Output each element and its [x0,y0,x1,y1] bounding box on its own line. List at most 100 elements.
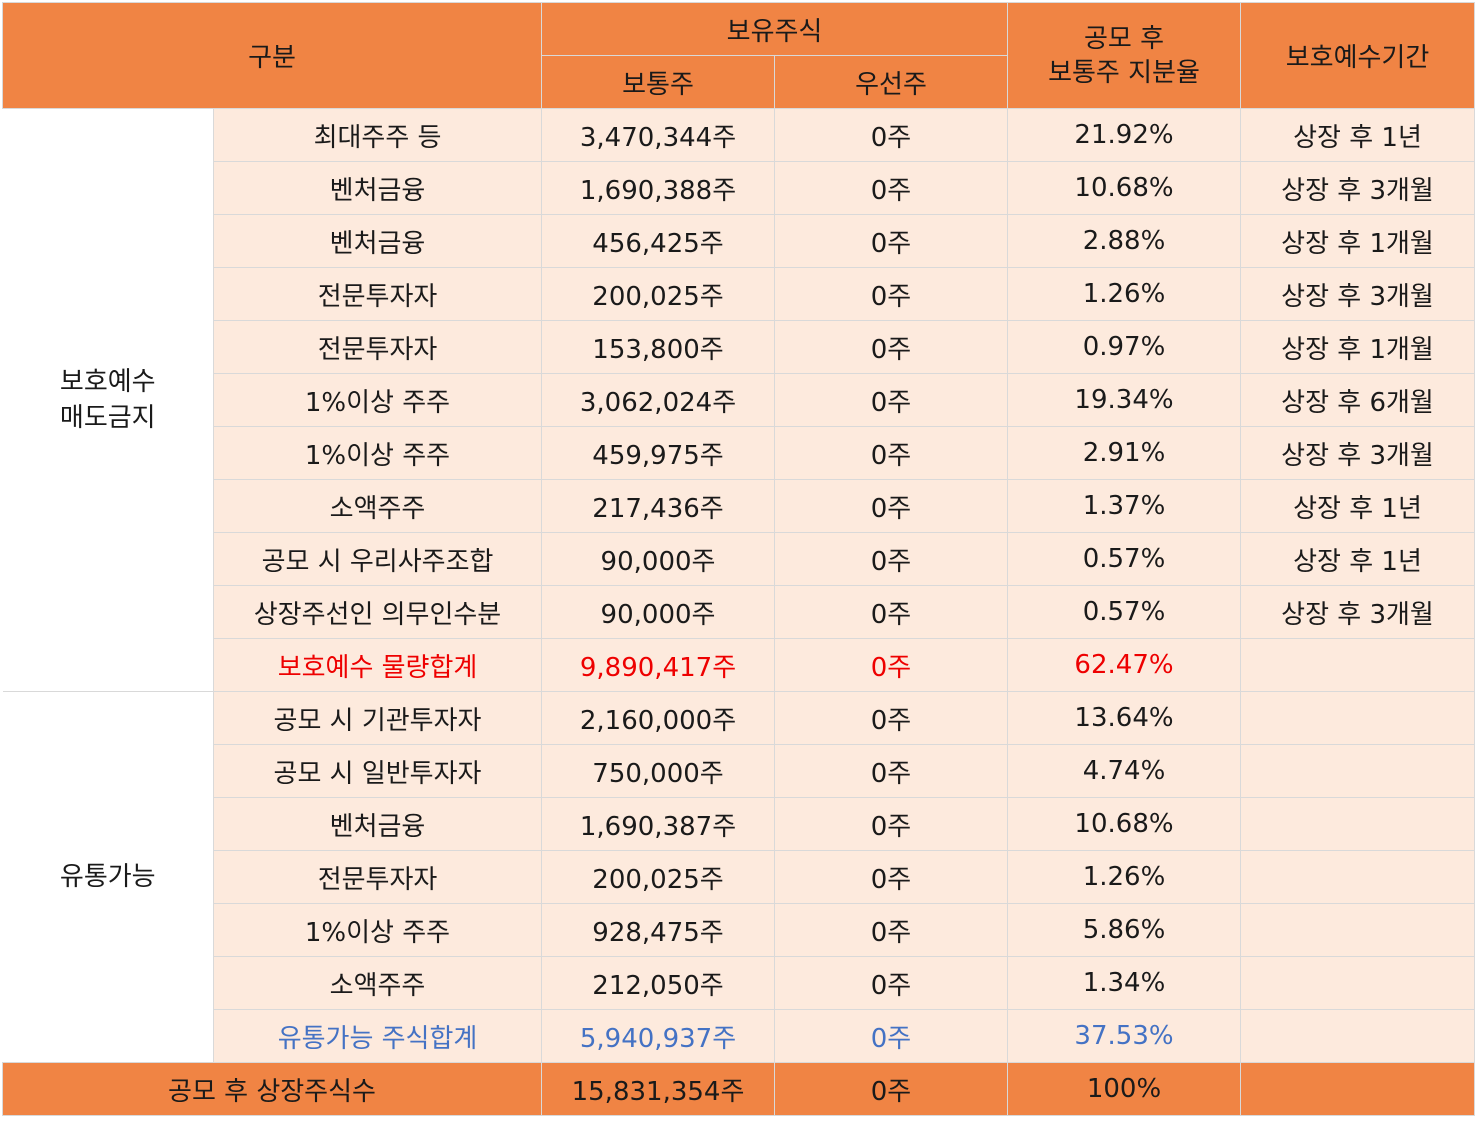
holder-name: 벤처금융 [213,797,542,851]
preferred-shares: 0주 [774,479,1008,533]
common-shares: 153,800주 [541,320,775,374]
preferred-shares: 0주 [774,850,1008,904]
table-row: 상장주선인 의무인수분 90,000주 0주 0.57% 상장 후 3개월 [3,585,1475,639]
lockup-period [1240,903,1475,957]
table-row: 소액주주 212,050주 0주 1.34% [3,956,1475,1010]
share-ratio: 0.97% [1007,320,1241,374]
common-shares: 200,025주 [541,850,775,904]
common-shares: 3,062,024주 [541,373,775,427]
table-row: 공모 시 우리사주조합 90,000주 0주 0.57% 상장 후 1년 [3,532,1475,586]
holder-name: 소액주주 [213,479,542,533]
common-shares: 212,050주 [541,956,775,1010]
grand-total-common: 15,831,354주 [541,1062,775,1116]
preferred-shares: 0주 [774,797,1008,851]
preferred-shares: 0주 [774,267,1008,321]
header-holdings: 보유주식 [541,2,1008,56]
common-shares: 456,425주 [541,214,775,268]
preferred-shares: 0주 [774,320,1008,374]
preferred-shares: 0주 [774,214,1008,268]
lockup-period: 상장 후 1개월 [1240,320,1475,374]
preferred-shares: 0주 [774,956,1008,1010]
tradable-total-common: 5,940,937주 [541,1009,775,1063]
lockup-period: 상장 후 3개월 [1240,426,1475,480]
locked-total-ratio: 62.47% [1007,638,1241,692]
header-common: 보통주 [541,55,775,109]
header-ratio-line1: 공모 후 [1083,23,1165,54]
header-ratio: 공모 후 보통주 지분율 [1007,2,1241,109]
common-shares: 3,470,344주 [541,108,775,162]
group-locked: 보호예수 매도금지 [2,108,214,692]
lockup-period: 상장 후 1년 [1240,108,1475,162]
tradable-total-row: 유통가능 주식합계 5,940,937주 0주 37.53% [3,1009,1475,1063]
common-shares: 90,000주 [541,532,775,586]
tradable-total-ratio: 37.53% [1007,1009,1241,1063]
grand-total-preferred: 0주 [774,1062,1008,1116]
table-row: 1%이상 주주 3,062,024주 0주 19.34% 상장 후 6개월 [3,373,1475,427]
holder-name: 1%이상 주주 [213,903,542,957]
share-ratio: 0.57% [1007,532,1241,586]
table-row: 공모 시 일반투자자 750,000주 0주 4.74% [3,744,1475,798]
share-ratio: 19.34% [1007,373,1241,427]
locked-total-preferred: 0주 [774,638,1008,692]
share-ratio: 2.91% [1007,426,1241,480]
holder-name: 공모 시 일반투자자 [213,744,542,798]
table-row: 보호예수 매도금지 최대주주 등 3,470,344주 0주 21.92% 상장… [2,108,1475,692]
grand-total-row: 공모 후 상장주식수 15,831,354주 0주 100% [2,1062,1475,1116]
lockup-period: 상장 후 1년 [1240,532,1475,586]
holder-name: 1%이상 주주 [213,426,542,480]
common-shares: 750,000주 [541,744,775,798]
lockup-period [1240,797,1475,851]
preferred-shares: 0주 [774,585,1008,639]
locked-total-common: 9,890,417주 [541,638,775,692]
share-ratio: 5.86% [1007,903,1241,957]
common-shares: 90,000주 [541,585,775,639]
preferred-shares: 0주 [774,108,1008,162]
preferred-shares: 0주 [774,373,1008,427]
preferred-shares: 0주 [774,903,1008,957]
common-shares: 1,690,388주 [541,161,775,215]
common-shares: 2,160,000주 [541,691,775,745]
share-ratio: 1.26% [1007,850,1241,904]
preferred-shares: 0주 [774,426,1008,480]
holder-name: 전문투자자 [213,850,542,904]
table-row: 1%이상 주주 928,475주 0주 5.86% [3,903,1475,957]
grand-total-period [1240,1062,1475,1116]
share-ratio: 1.37% [1007,479,1241,533]
preferred-shares: 0주 [774,691,1008,745]
holder-name: 1%이상 주주 [213,373,542,427]
lockup-period: 상장 후 6개월 [1240,373,1475,427]
tradable-total-period [1240,1009,1475,1063]
preferred-shares: 0주 [774,161,1008,215]
table-row: 전문투자자 153,800주 0주 0.97% 상장 후 1개월 [3,320,1475,374]
lockup-period [1240,744,1475,798]
share-ratio: 2.88% [1007,214,1241,268]
lockup-period: 상장 후 1년 [1240,479,1475,533]
header-preferred: 우선주 [774,55,1008,109]
grand-total-ratio: 100% [1007,1062,1241,1116]
header-ratio-line2: 보통주 지분율 [1048,57,1200,88]
lockup-period: 상장 후 3개월 [1240,585,1475,639]
holder-name: 소액주주 [213,956,542,1010]
holder-name: 전문투자자 [213,267,542,321]
preferred-shares: 0주 [774,532,1008,586]
holder-name: 벤처금융 [213,214,542,268]
share-ratio: 13.64% [1007,691,1241,745]
locked-total-label: 보호예수 물량합계 [213,638,542,692]
table-row: 1%이상 주주 459,975주 0주 2.91% 상장 후 3개월 [3,426,1475,480]
lockup-period: 상장 후 1개월 [1240,214,1475,268]
group-locked-line1: 보호예수 [59,367,156,397]
share-ratio: 1.34% [1007,956,1241,1010]
table-row: 벤처금융 456,425주 0주 2.88% 상장 후 1개월 [3,214,1475,268]
lockup-period: 상장 후 3개월 [1240,267,1475,321]
grand-total-label: 공모 후 상장주식수 [2,1062,542,1116]
holder-name: 벤처금융 [213,161,542,215]
table-row: 벤처금융 1,690,387주 0주 10.68% [3,797,1475,851]
common-shares: 928,475주 [541,903,775,957]
holder-name: 전문투자자 [213,320,542,374]
locked-total-row: 보호예수 물량합계 9,890,417주 0주 62.47% [3,638,1475,692]
tradable-total-label: 유통가능 주식합계 [213,1009,542,1063]
common-shares: 459,975주 [541,426,775,480]
holder-name: 최대주주 등 [213,108,542,162]
lockup-period: 상장 후 3개월 [1240,161,1475,215]
tradable-total-preferred: 0주 [774,1009,1008,1063]
